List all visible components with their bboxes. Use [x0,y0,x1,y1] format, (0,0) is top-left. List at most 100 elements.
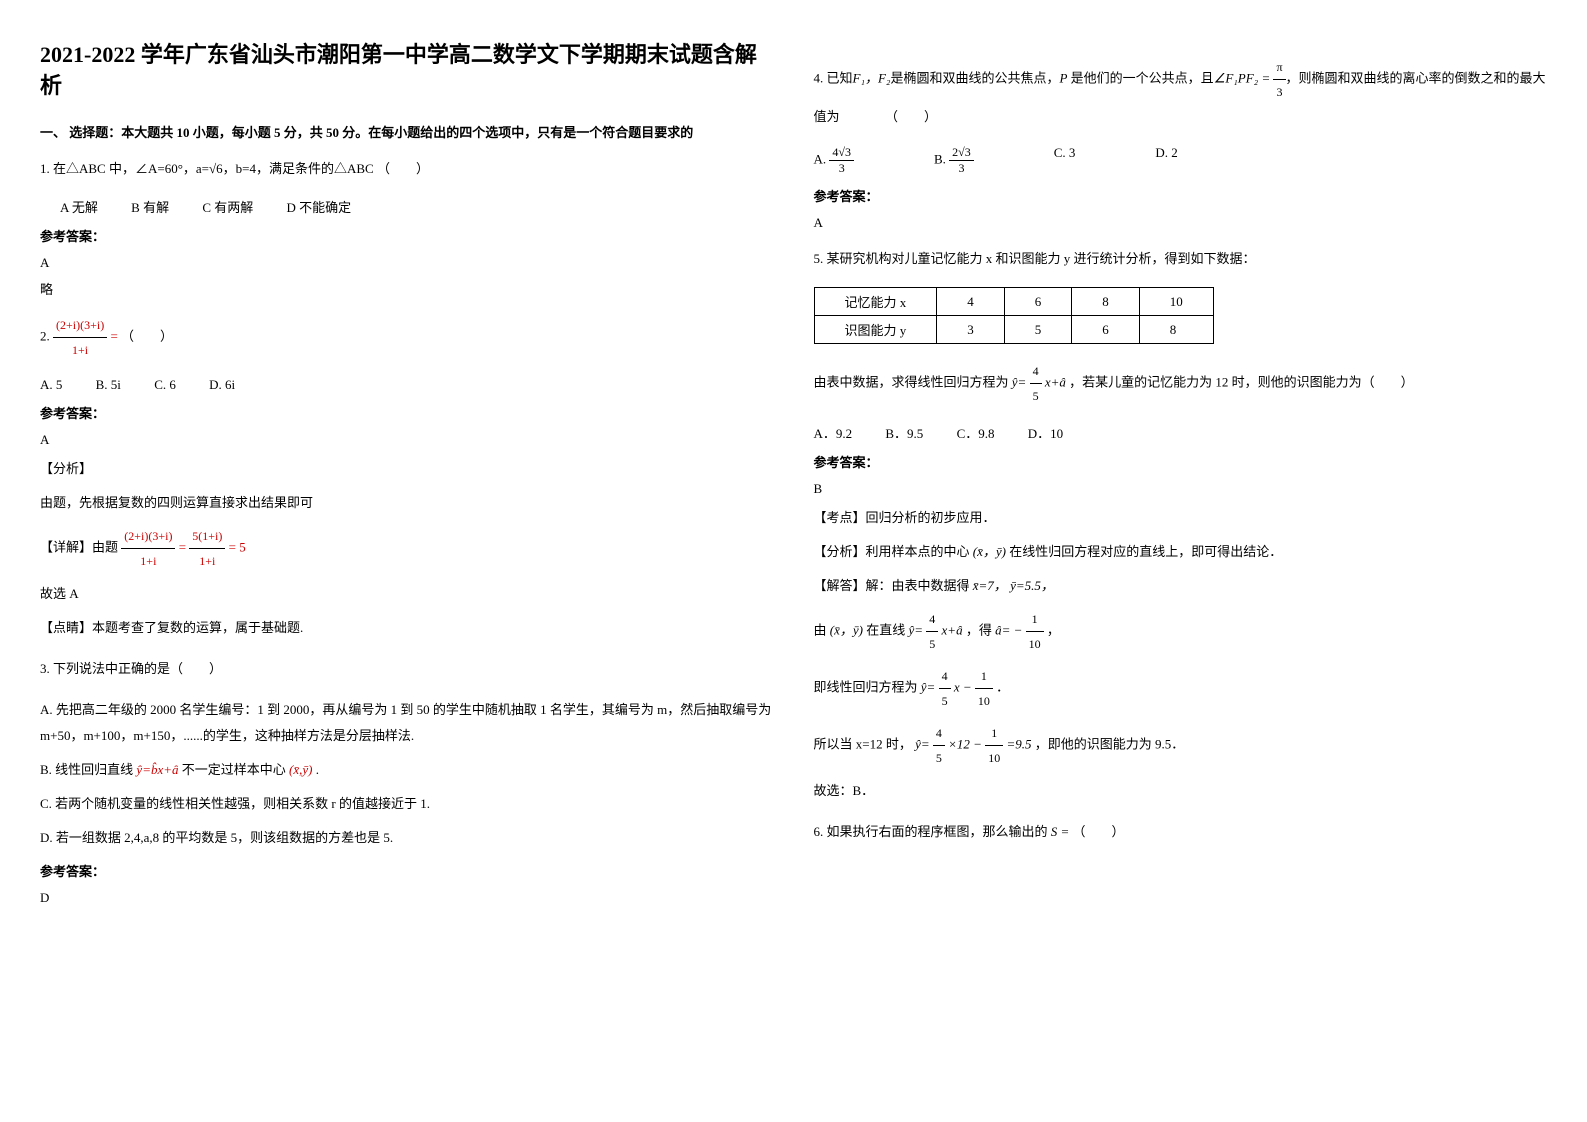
q4-pi-den: 3 [1273,80,1285,104]
q5-solve-line2-den: 5 [926,632,938,656]
q2-fraction: (2+i)(3+i) 1+i [53,313,107,362]
q5-solve-line4-num2: 1 [985,721,1003,746]
q5-formula-num: 4 [1030,359,1042,384]
q5-solve-line2-suffix: x+â [942,622,963,637]
table-cell: 记忆能力 x [814,288,937,316]
q5-formula-frac: 4 5 [1030,359,1042,408]
q5-solve-line4-suffix: ，即他的识图能力为 9.5． [1035,736,1185,751]
q4-opt-b-den: 3 [949,161,974,176]
q2-detail-eq2: = 5 [229,539,246,554]
q2-eq: = [110,328,117,343]
q6-prefix: 6. 如果执行右面的程序框图，那么输出的 [814,824,1048,839]
q1-sqrt: √6 [209,161,223,176]
q2-detail-num2: 5(1+i) [189,524,225,549]
q2-opt-b: B. 5i [96,377,121,393]
q5-solve-line2-formula: ŷ= [908,622,923,637]
table-row: 识图能力 y 3 5 6 8 [814,316,1213,344]
question-3: 3. 下列说法中正确的是（ ） [40,656,774,682]
q5-solve-y: ȳ=5.5， [1010,578,1054,593]
table-cell: 6 [1004,288,1072,316]
q5-analysis-formula: (x̄，ȳ) [973,544,1006,559]
q2-opt-c: C. 6 [154,377,176,393]
q1-opt-c: C 有两解 [202,197,253,216]
table-cell: 8 [1072,288,1140,316]
q1-text-prefix: 1. 在△ABC 中，∠A=60°，a= [40,161,209,176]
q3-opt-b-prefix: B. 线性回归直线 [40,762,133,777]
q5-solve-line2-a-frac: 1 10 [1026,607,1044,656]
q5-text2-prefix: 由表中数据，求得线性回归方程为 [814,374,1009,389]
table-row: 记忆能力 x 4 6 8 10 [814,288,1213,316]
q3-opt-b: B. 线性回归直线 ŷ=b̂x+â 不一定过样本中心 (x̄,ȳ) . [40,757,774,783]
q2-answer-label: 参考答案： [40,403,774,422]
q5-solve-line1: 【解答】解：由表中数据得 x̄=7， ȳ=5.5， [814,573,1548,599]
q2-detail-num: (2+i)(3+i) [121,524,175,549]
q5-solve-line2: 由 (x̄，ȳ) 在直线 ŷ= 4 5 x+â ，得 â= − 1 10 ， [814,607,1548,656]
q1-opt-d: D 不能确定 [287,197,352,216]
q2-tip: 【点睛】本题考查了复数的运算，属于基础题. [40,615,774,641]
q5-solve-line2-a: â= − [995,622,1022,637]
q4-opt-a: A. 4√3 3 [814,145,854,176]
q3-opt-d: D. 若一组数据 2,4,a,8 的平均数是 5，则该组数据的方差也是 5. [40,825,774,851]
q5-table: 记忆能力 x 4 6 8 10 识图能力 y 3 5 6 8 [814,287,1214,344]
section-header: 一、 选择题：本大题共 10 小题，每小题 5 分，共 50 分。在每小题给出的… [40,122,774,141]
q4-opt-b: B. 2√3 3 [934,145,974,176]
q4-opt-b-frac: 2√3 3 [949,145,974,176]
q5-opt-c: C．9.8 [957,423,995,442]
q2-detail-frac2: 5(1+i) 1+i [189,524,225,573]
q5-solve-line3: 即线性回归方程为 ŷ= 4 5 x − 1 10 ． [814,664,1548,713]
q2-opt-d: D. 6i [209,377,235,393]
exam-title: 2021-2022 学年广东省汕头市潮阳第一中学高二数学文下学期期末试题含解析 [40,40,774,102]
q5-solve-line2-end: ， [1047,622,1060,637]
q3-answer-label: 参考答案： [40,861,774,880]
q5-solve-line4-den2: 10 [985,746,1003,770]
q1-answer-label: 参考答案： [40,226,774,245]
q6-s: S = [1051,824,1070,839]
q3-answer: D [40,890,774,906]
q5-text2-suffix: ，若某儿童的记忆能力为 12 时，则他的识图能力为（ ） [1069,374,1414,389]
q5-point: 【考点】回归分析的初步应用． [814,505,1548,531]
q4-opt-b-label: B. [934,151,949,166]
q4-opt-d: D. 2 [1155,145,1177,176]
q4-pi-frac: π3 [1273,55,1285,104]
q5-solve-line3-y: ŷ= [921,679,936,694]
table-cell: 10 [1139,288,1213,316]
q3-opt-a: A. 先把高二年级的 2000 名学生编号：1 到 2000，再从编号为 1 到… [40,697,774,749]
q1-opt-a: A 无解 [60,197,98,216]
q5-solve-line4-y: ŷ= [915,736,930,751]
q4-opt-a-den: 3 [829,161,854,176]
q5-solve-line2-mid: 在直线 [866,622,905,637]
question-2: 2. (2+i)(3+i) 1+i = （ ） [40,313,774,362]
q5-solve-line3-frac1: 4 5 [939,664,951,713]
q5-solve-line4-frac2: 1 10 [985,721,1003,770]
q1-answer: A [40,255,774,271]
q5-answer: B [814,481,1548,497]
q5-text2: 由表中数据，求得线性回归方程为 ŷ= 4 5 x+â ，若某儿童的记忆能力为 1… [814,359,1548,408]
q3-opt-b-formula: ŷ=b̂x+â [136,762,178,777]
q4-opt-b-num: 2√3 [949,145,974,161]
q5-solve-line2-xy: (x̄，ȳ) [830,622,863,637]
table-cell: 5 [1004,316,1072,344]
q4-opt-c: C. 3 [1054,145,1076,176]
q2-opt-a: A. 5 [40,377,62,393]
q3-opt-c: C. 若两个随机变量的线性相关性越强，则相关系数 r 的值越接近于 1. [40,791,774,817]
q2-answer: A [40,432,774,448]
q5-solve-line3-num2: 1 [975,664,993,689]
q5-solve-line4-eq: =9.5 [1006,736,1031,751]
q2-frac-num: (2+i)(3+i) [53,313,107,338]
q3-opt-b-formula2: (x̄,ȳ) [289,762,312,777]
table-cell: 4 [937,288,1005,316]
q5-opt-a: A．9.2 [814,423,853,442]
question-1: 1. 在△ABC 中，∠A=60°，a=√6，b=4，满足条件的△ABC （ ） [40,156,774,182]
right-column: 4. 已知F₁，F₂是椭圆和双曲线的公共焦点，P 是他们的一个公共点，且∠F₁P… [814,40,1548,914]
table-cell: 6 [1072,316,1140,344]
q5-solve-line3-den2: 10 [975,689,993,713]
q5-solve-line3-prefix: 即线性回归方程为 [814,679,918,694]
q5-solve-line3-num1: 4 [939,664,951,689]
q2-frac-den: 1+i [53,338,107,362]
q5-solve-line4-den1: 5 [933,746,945,770]
q5-solve-line2-a-den: 10 [1026,632,1044,656]
q5-solve-line4: 所以当 x=12 时， ŷ= 4 5 ×12 − 1 10 =9.5 ，即他的识… [814,721,1548,770]
q4-answer-label: 参考答案： [814,186,1548,205]
q2-paren: （ ） [121,328,173,343]
q2-detail-eq1: = [179,539,186,554]
